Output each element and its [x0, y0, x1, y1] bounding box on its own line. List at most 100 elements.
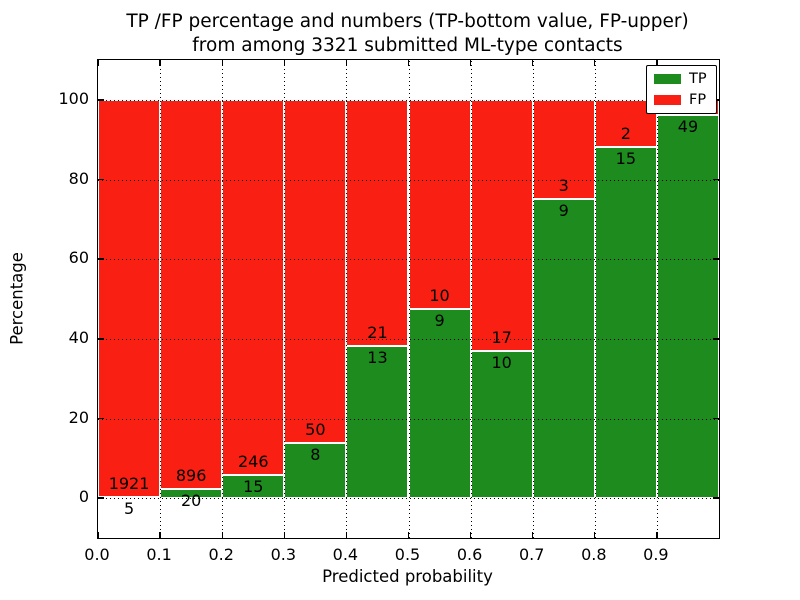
fp-bar-segment	[222, 99, 285, 476]
fp-bar-segment	[346, 99, 409, 346]
fp-count-label: 17	[491, 327, 512, 347]
y-tick-mark	[713, 497, 719, 499]
x-tick-mark	[656, 60, 658, 66]
tp-bar-segment	[284, 443, 347, 499]
y-tick-mark	[713, 338, 719, 340]
y-tick-mark	[98, 417, 104, 420]
tp-count-label: 9	[558, 201, 569, 221]
tp-bar-segment	[656, 115, 719, 499]
fp-count-label: 896	[175, 466, 207, 486]
x-tick-label: 0.0	[84, 545, 110, 564]
x-tick-mark	[407, 60, 410, 66]
x-tick-label: 0.2	[208, 545, 234, 564]
tp-bar-segment	[532, 199, 595, 499]
x-tick-label: 0.6	[456, 545, 483, 564]
vertical-gridline	[284, 60, 286, 538]
legend-item: FP	[654, 93, 707, 107]
chart-title: TP /FP percentage and numbers (TP-bottom…	[97, 10, 718, 58]
tp-bar-segment	[594, 146, 657, 499]
x-tick-mark	[594, 532, 596, 538]
vertical-gridline	[656, 60, 658, 538]
tp-count-label: 9	[434, 311, 445, 331]
y-tick-label: 60	[68, 248, 89, 268]
fp-legend-swatch	[654, 95, 681, 105]
legend-item-label: FP	[689, 92, 707, 108]
x-tick-mark	[97, 60, 99, 66]
x-axis-label: Predicted probability	[322, 567, 493, 586]
legend: TP FP	[646, 65, 717, 114]
x-tick-label: 0.7	[518, 545, 545, 564]
x-tick-mark	[532, 532, 534, 538]
x-tick-mark	[159, 60, 161, 66]
x-tick-mark	[221, 532, 223, 538]
tp-count-label: 15	[243, 477, 264, 497]
vertical-gridline	[222, 60, 224, 538]
x-tick-mark	[283, 532, 285, 538]
x-tick-mark	[594, 60, 596, 66]
fp-count-label: 3	[558, 176, 569, 196]
vertical-gridline	[470, 60, 472, 538]
y-tick-mark	[713, 417, 719, 420]
tp-count-label: 20	[180, 491, 202, 511]
x-tick-label: 0.1	[146, 545, 172, 564]
x-tick-label: 0.3	[270, 545, 297, 564]
fp-count-label: 2	[620, 123, 631, 143]
fp-bar-segment	[160, 99, 223, 490]
legend-item: TP	[654, 72, 707, 86]
y-tick-mark	[98, 178, 104, 181]
tp-count-label: 49	[677, 117, 699, 137]
vertical-gridline	[594, 60, 596, 538]
fp-count-label: 10	[429, 286, 450, 306]
fp-count-label: 50	[305, 420, 326, 440]
fp-count-label: 21	[367, 322, 388, 342]
vertical-gridline	[346, 60, 348, 538]
fp-bar-segment	[284, 99, 347, 444]
fp-bar-segment	[470, 99, 533, 351]
vertical-gridline	[160, 60, 162, 538]
x-tick-mark	[656, 532, 658, 538]
tp-bar-segment	[470, 350, 533, 499]
fp-count-label: 246	[237, 452, 269, 472]
y-tick-label: 20	[68, 407, 89, 427]
tp-bar-segment	[408, 309, 471, 499]
tp-count-label: 8	[310, 445, 321, 465]
vertical-gridline	[532, 60, 534, 538]
x-tick-mark	[97, 532, 99, 538]
fp-bar-segment	[98, 99, 161, 498]
x-tick-mark	[283, 60, 285, 66]
x-tick-mark	[221, 60, 223, 66]
y-tick-mark	[713, 258, 719, 260]
y-tick-mark	[98, 497, 104, 499]
tp-bar-segment	[346, 345, 409, 499]
x-tick-mark	[469, 532, 472, 538]
y-tick-mark	[713, 178, 719, 181]
x-tick-label: 0.8	[581, 545, 607, 564]
y-tick-label: 0	[78, 487, 89, 507]
tp-count-label: 5	[123, 499, 135, 519]
fp-bar-segment	[408, 99, 471, 310]
x-tick-mark	[532, 60, 534, 66]
x-tick-mark	[345, 532, 348, 538]
fp-count-label: 1921	[108, 474, 150, 494]
x-tick-mark	[345, 60, 348, 66]
x-tick-mark	[159, 532, 161, 538]
y-tick-label: 40	[68, 327, 89, 347]
x-tick-mark	[469, 60, 472, 66]
plot-area: 5 1921 20 896 15 246 8 50 13 21 9 10 10 17 9 3 15 2 49	[97, 59, 720, 539]
x-tick-label: 0.5	[394, 545, 421, 564]
x-tick-label: 0.4	[332, 545, 359, 564]
chart-title-line1: TP /FP percentage and numbers (TP-bottom…	[126, 11, 689, 32]
y-tick-mark	[98, 338, 104, 340]
tp-legend-swatch	[654, 74, 681, 84]
y-tick-label: 100	[58, 88, 89, 108]
x-tick-label: 0.9	[643, 545, 669, 564]
legend-item-label: TP	[689, 71, 707, 87]
y-tick-mark	[98, 99, 104, 101]
chart-title-line2: from among 3321 submitted ML-type contac…	[192, 35, 623, 56]
tp-count-label: 10	[491, 352, 512, 372]
vertical-gridline	[408, 60, 410, 538]
y-tick-label: 80	[68, 168, 89, 188]
tp-count-label: 13	[367, 347, 388, 367]
tp-count-label: 15	[615, 148, 637, 168]
